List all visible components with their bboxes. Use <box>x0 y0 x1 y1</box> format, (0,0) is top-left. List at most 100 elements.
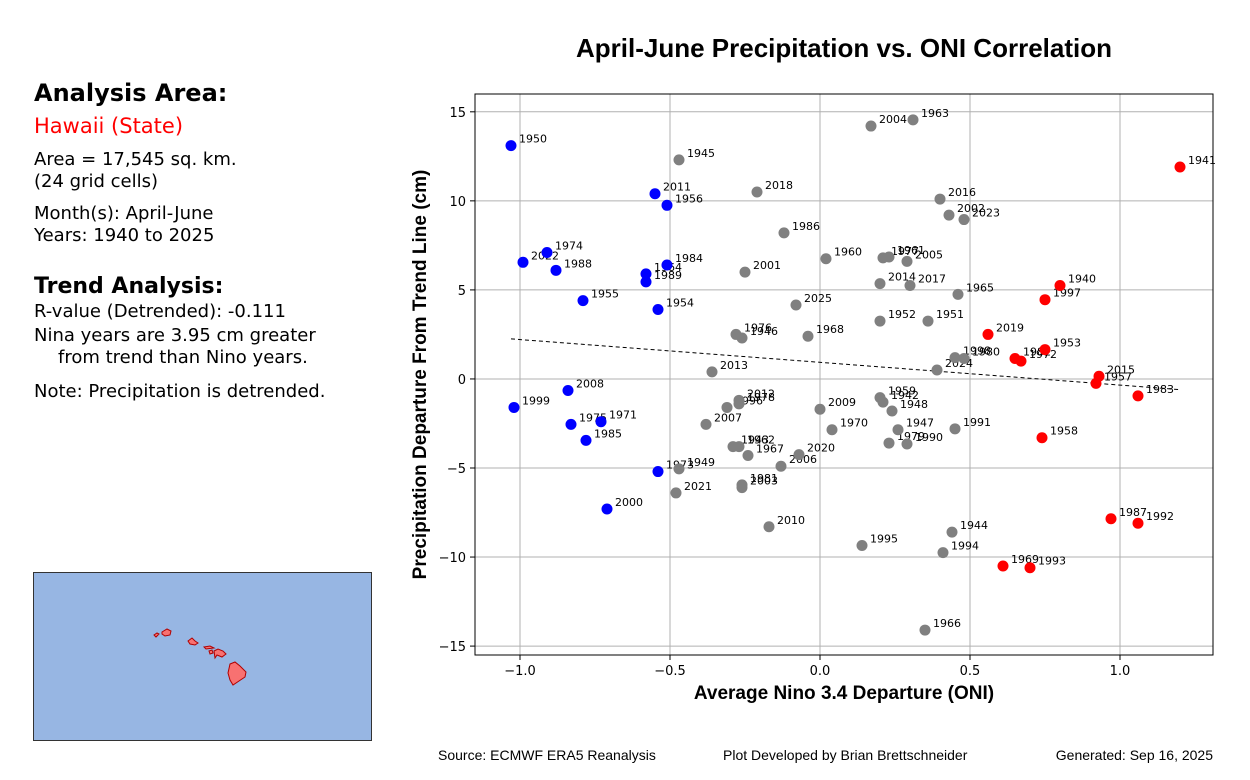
neutral-point <box>814 403 826 415</box>
nina-point <box>595 416 607 428</box>
year-label: 1974 <box>555 240 583 253</box>
year-label: 2017 <box>918 272 946 285</box>
neutral-point <box>901 438 913 450</box>
year-label: 2020 <box>807 442 835 455</box>
nina-point <box>601 503 613 515</box>
year-label: 1993 <box>1038 555 1066 568</box>
neutral-point <box>820 253 832 265</box>
neutral-point <box>943 209 955 221</box>
year-label: 1967 <box>756 443 784 456</box>
year-label: 1977 <box>891 245 919 258</box>
nino-point <box>1015 355 1027 367</box>
year-label: 2013 <box>720 359 748 372</box>
nina-nino-line-2: from trend than Nino years. <box>58 347 308 368</box>
year-label: 2002 <box>957 202 985 215</box>
kauai-island <box>161 628 172 637</box>
generated-date: Generated: Sep 16, 2025 <box>1055 747 1213 763</box>
neutral-point <box>751 186 763 198</box>
ticks-layer: −1.0 −0.5 0.0 0.5 1.0 −15 −10 −5 0 5 10 15 <box>439 106 1131 679</box>
year-label: 2010 <box>777 514 805 527</box>
y-tick-label: 0 <box>458 373 466 388</box>
neutral-point <box>733 398 745 410</box>
neutral-point <box>904 279 916 291</box>
neutral-point <box>763 521 775 533</box>
year-label: 2025 <box>804 292 832 305</box>
nino-point <box>1054 279 1066 291</box>
x-tick-label: −0.5 <box>654 664 686 679</box>
nina-point <box>661 199 673 211</box>
neutral-point <box>922 315 934 327</box>
years-line: Years: 1940 to 2025 <box>34 225 215 246</box>
nina-point <box>580 434 592 446</box>
year-label: 1965 <box>966 281 994 294</box>
year-label: 2019 <box>996 321 1024 334</box>
year-label: 1980 <box>972 345 1000 358</box>
nina-point <box>562 385 574 397</box>
nina-point <box>661 259 673 271</box>
grid-cells-line: (24 grid cells) <box>34 171 158 192</box>
year-label: 1946 <box>750 325 778 338</box>
nino-point <box>1132 390 1144 402</box>
nino-point <box>997 560 1009 572</box>
nina-point <box>649 188 661 200</box>
y-tick-label: 15 <box>449 106 466 121</box>
nino-point <box>1039 344 1051 356</box>
year-label: 2015 <box>1107 363 1135 376</box>
months-line: Month(s): April-June <box>34 203 214 224</box>
neutral-point <box>937 547 949 559</box>
analysis-area-heading: Analysis Area: <box>34 79 228 107</box>
neutral-point <box>670 487 682 499</box>
year-label: 2021 <box>684 480 712 493</box>
year-label: 1960 <box>834 246 862 259</box>
plot-frame <box>474 93 1214 656</box>
year-label: 1957 <box>1104 370 1132 383</box>
neutral-point <box>775 460 787 472</box>
y-tick-label: −10 <box>439 551 466 566</box>
year-label: 2007 <box>714 411 742 424</box>
neutral-point <box>931 364 943 376</box>
year-label: 2008 <box>576 378 604 391</box>
nina-point <box>508 401 520 413</box>
neutral-point <box>802 330 814 342</box>
year-label: 2012 <box>747 387 775 400</box>
developer-credit: Plot Developed by Brian Brettschneider <box>723 747 968 763</box>
year-label: 2001 <box>753 259 781 272</box>
points-layer <box>505 114 1186 636</box>
year-label: 1981 <box>750 472 778 485</box>
nina-point <box>541 247 553 259</box>
nina-point <box>577 295 589 307</box>
neutral-point <box>919 624 931 636</box>
chart-title: April-June Precipitation vs. ONI Correla… <box>576 33 1112 63</box>
neutral-point <box>874 315 886 327</box>
lanai-island <box>208 649 214 655</box>
year-label: 1992 <box>1146 510 1174 523</box>
nina-nino-line-1: Nina years are 3.95 cm greater <box>34 325 316 346</box>
nino-point <box>1174 161 1186 173</box>
neutral-point <box>886 405 898 417</box>
year-label: 2003 <box>750 475 778 488</box>
year-label: 1983 <box>1146 383 1174 396</box>
y-tick-label: −5 <box>447 462 466 477</box>
year-label: 2009 <box>828 396 856 409</box>
region-name: Hawaii (State) <box>34 114 184 138</box>
neutral-point <box>700 418 712 430</box>
hawaii-islands-map <box>153 628 247 686</box>
year-label: 1945 <box>687 147 715 160</box>
year-label: 1987 <box>1119 506 1147 519</box>
neutral-point <box>790 299 802 311</box>
y-tick-label: 10 <box>449 195 466 210</box>
nina-point <box>640 268 652 280</box>
year-label: 1943 <box>741 434 769 447</box>
neutral-point <box>946 526 958 538</box>
neutral-point <box>865 120 877 132</box>
neutral-point <box>901 255 913 267</box>
year-label: 1942 <box>891 389 919 402</box>
year-label: 1986 <box>792 220 820 233</box>
year-label: 1961 <box>897 244 925 257</box>
nino-point <box>1024 562 1036 574</box>
area-line: Area = 17,545 sq. km. <box>34 149 237 170</box>
year-label: 1995 <box>870 532 898 545</box>
nina-point <box>565 418 577 430</box>
nino-point <box>982 328 994 340</box>
nina-point <box>640 276 652 288</box>
